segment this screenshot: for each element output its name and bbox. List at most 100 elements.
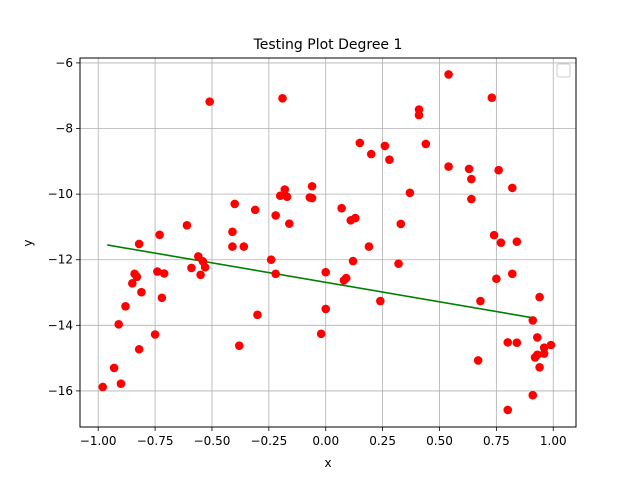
scatter-point (109, 363, 119, 373)
y-tick-label: −12 (48, 253, 73, 267)
scatter-point (539, 343, 549, 352)
scatter-point (355, 138, 365, 148)
scatter-point (503, 405, 513, 415)
scatter-point (230, 199, 240, 209)
x-tick-label: −0.75 (137, 434, 174, 448)
scatter-point (492, 274, 501, 284)
fit-line-layer (107, 244, 533, 319)
scatter-point (467, 174, 476, 184)
x-tick-label: −1.00 (80, 434, 117, 448)
scatter-point (535, 363, 544, 372)
scatter-point (507, 269, 517, 279)
y-axis-label: y (21, 239, 35, 246)
scatter-point (137, 287, 146, 297)
scatter-point (496, 238, 506, 247)
grid (80, 58, 576, 427)
y-axis-ticks: −16 −14 −12 −10 −8 −6 (48, 56, 80, 398)
scatter-point (414, 110, 424, 120)
scatter-point (234, 341, 244, 350)
scatter-point (278, 94, 287, 103)
y-tick-label: −10 (48, 187, 73, 201)
scatter-point (364, 242, 374, 251)
scatter-point (187, 263, 196, 273)
scatter-point (473, 356, 483, 365)
scatter-point (528, 316, 538, 325)
y-tick-label: −6 (55, 56, 73, 70)
scatter-point (533, 350, 542, 360)
scatter-point (341, 273, 351, 283)
fit-line (107, 244, 533, 319)
scatter-point (196, 270, 205, 280)
scatter-point (396, 219, 406, 229)
scatter-point (487, 93, 497, 102)
scatter-point (114, 320, 123, 329)
scatter-point (307, 181, 317, 191)
scatter-point (128, 279, 137, 288)
scatter-point (271, 211, 280, 220)
scatter-point (228, 242, 237, 251)
scatter-point (253, 310, 262, 320)
scatter-point (467, 194, 476, 204)
scatter-point (155, 230, 164, 240)
scatter-point (205, 97, 214, 106)
scatter-point (150, 330, 160, 339)
x-tick-label: 0.00 (312, 434, 339, 448)
scatter-point (280, 185, 290, 194)
scatter-point (157, 293, 167, 303)
scatter-point (380, 141, 390, 151)
x-tick-label: 0.75 (483, 434, 510, 448)
scatter-point (444, 70, 453, 79)
scatter-point (134, 344, 144, 354)
scatter-point (132, 272, 142, 282)
scatter-point (200, 262, 210, 272)
y-tick-label: −16 (48, 384, 73, 398)
legend-box (556, 63, 571, 78)
x-tick-label: −0.25 (250, 434, 287, 448)
scatter-point (159, 269, 169, 278)
scatter-point (366, 149, 376, 159)
scatter-point (98, 382, 108, 392)
scatter-point (348, 256, 358, 266)
scatter-point (507, 183, 517, 193)
scatter-point (285, 219, 294, 228)
x-tick-label: 1.00 (540, 434, 567, 448)
scatter-point (228, 227, 237, 237)
scatter-point (476, 296, 485, 306)
plot-frame (79, 57, 577, 428)
x-tick-label: 0.50 (426, 434, 453, 448)
scatter-point (503, 338, 513, 347)
scatter-point (494, 165, 503, 175)
scatter-point (307, 193, 317, 203)
scatter-point (351, 213, 360, 223)
scatter-point (239, 242, 249, 251)
scatter-point (321, 304, 331, 314)
scatter-point (385, 155, 394, 164)
scatter-point (528, 390, 538, 400)
scatter-point (376, 296, 385, 306)
scatter-point (444, 162, 453, 171)
y-tick-label: −8 (55, 122, 73, 136)
x-tick-label: −0.50 (194, 434, 231, 448)
chart-title: Testing Plot Degree 1 (253, 37, 403, 53)
scatter-point (266, 255, 276, 265)
scatter-point (321, 267, 331, 277)
scatter-point (546, 340, 556, 350)
scatter-point (282, 192, 292, 202)
scatter-point (153, 267, 162, 276)
scatter-point (250, 205, 260, 215)
scatter-point (337, 203, 346, 213)
scatter-point (275, 191, 285, 201)
scatter-point (539, 349, 549, 358)
scatter-point (533, 333, 542, 342)
x-axis-label: x (324, 456, 331, 470)
scatter-point (271, 269, 280, 279)
scatter-point (182, 220, 192, 230)
scatter-point (535, 292, 544, 302)
scatter-point (512, 338, 522, 348)
scatter-points (98, 70, 556, 415)
scatter-point (116, 379, 126, 389)
y-tick-label: −14 (48, 318, 73, 332)
scatter-point (512, 237, 522, 246)
